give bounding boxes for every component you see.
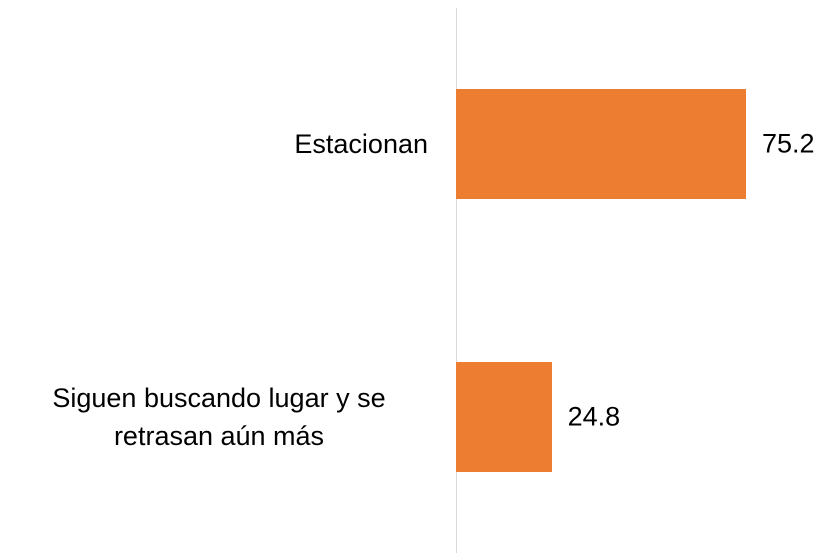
bar [456, 89, 746, 200]
category-text: Siguen buscando lugar y se retrasan aún … [52, 382, 386, 451]
value-label: 75.2 [761, 128, 815, 159]
category-text: Estacionan [294, 129, 428, 160]
bar [456, 361, 552, 472]
category-label: Estacionan [0, 125, 428, 163]
category-label: Siguen buscando lugar y se retrasan aún … [0, 379, 428, 455]
axis-line [456, 8, 457, 553]
value-label: 24.8 [567, 401, 621, 432]
